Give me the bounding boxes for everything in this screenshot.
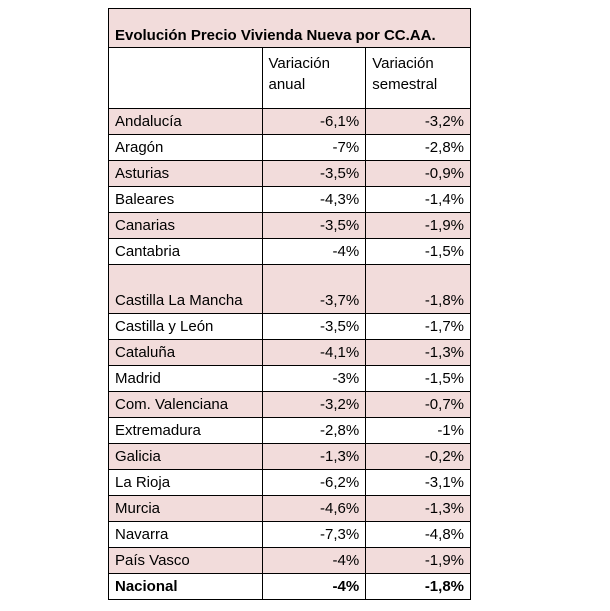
region-cell: Baleares xyxy=(108,186,263,213)
anual-cell: -6,1% xyxy=(261,108,367,135)
table-row: Cantabria -4% -1,5% xyxy=(108,238,471,265)
region-cell: Asturias xyxy=(108,160,263,187)
semestral-cell: -3,2% xyxy=(365,108,471,135)
region-cell: La Rioja xyxy=(108,469,263,496)
region-cell: Andalucía xyxy=(108,108,263,135)
region-cell: Galicia xyxy=(108,443,263,470)
anual-cell: -3,7% xyxy=(261,264,367,314)
table-row: Andalucía -6,1% -3,2% xyxy=(108,108,471,135)
anual-cell: -4,1% xyxy=(261,339,367,366)
region-cell: País Vasco xyxy=(108,547,263,574)
region-cell: Cantabria xyxy=(108,238,263,265)
table-row: Baleares -4,3% -1,4% xyxy=(108,186,471,213)
semestral-cell: -0,7% xyxy=(365,391,471,418)
table-row: Madrid -3% -1,5% xyxy=(108,365,471,392)
table-row: Castilla y León -3,5% -1,7% xyxy=(108,313,471,340)
semestral-cell: -1,3% xyxy=(365,339,471,366)
semestral-cell: -1,4% xyxy=(365,186,471,213)
table-row: Canarias -3,5% -1,9% xyxy=(108,212,471,239)
semestral-cell: -3,1% xyxy=(365,469,471,496)
anual-cell: -4% xyxy=(261,547,367,574)
anual-cell: -3% xyxy=(261,365,367,392)
anual-cell: -4,6% xyxy=(261,495,367,522)
anual-cell: -3,2% xyxy=(261,391,367,418)
anual-cell: -4,3% xyxy=(261,186,367,213)
table-row: Castilla La Mancha -3,7% -1,8% xyxy=(108,264,471,314)
header-region xyxy=(108,47,263,109)
table-row: País Vasco -4% -1,9% xyxy=(108,547,471,574)
table-row: Navarra -7,3% -4,8% xyxy=(108,521,471,548)
region-cell: Com. Valenciana xyxy=(108,391,263,418)
region-cell: Extremadura xyxy=(108,417,263,444)
anual-cell: -6,2% xyxy=(261,469,367,496)
anual-cell: -7% xyxy=(261,134,367,161)
semestral-cell: -1,8% xyxy=(365,264,471,314)
region-cell: Cataluña xyxy=(108,339,263,366)
anual-cell: -4% xyxy=(261,238,367,265)
table-row: Com. Valenciana -3,2% -0,7% xyxy=(108,391,471,418)
region-cell: Madrid xyxy=(108,365,263,392)
semestral-cell: -2,8% xyxy=(365,134,471,161)
anual-cell: -3,5% xyxy=(261,313,367,340)
semestral-cell: -0,2% xyxy=(365,443,471,470)
region-cell: Navarra xyxy=(108,521,263,548)
semestral-cell: -1,5% xyxy=(365,365,471,392)
region-cell: Nacional xyxy=(108,573,263,600)
semestral-cell: -0,9% xyxy=(365,160,471,187)
anual-cell: -3,5% xyxy=(261,212,367,239)
anual-cell: -3,5% xyxy=(261,160,367,187)
price-evolution-table: Evolución Precio Vivienda Nueva por CC.A… xyxy=(108,8,471,600)
semestral-cell: -1,7% xyxy=(365,313,471,340)
table-row: La Rioja -6,2% -3,1% xyxy=(108,469,471,496)
region-cell: Canarias xyxy=(108,212,263,239)
semestral-cell: -1,3% xyxy=(365,495,471,522)
header-row: Variación anual Variación semestral xyxy=(108,47,471,109)
table-row: Aragón -7% -2,8% xyxy=(108,134,471,161)
table-title: Evolución Precio Vivienda Nueva por CC.A… xyxy=(108,8,471,48)
table-row: Cataluña -4,1% -1,3% xyxy=(108,339,471,366)
semestral-cell: -1,9% xyxy=(365,212,471,239)
title-row: Evolución Precio Vivienda Nueva por CC.A… xyxy=(108,8,471,48)
total-row: Nacional -4% -1,8% xyxy=(108,573,471,600)
table-row: Extremadura -2,8% -1% xyxy=(108,417,471,444)
semestral-cell: -4,8% xyxy=(365,521,471,548)
semestral-cell: -1,8% xyxy=(365,573,471,600)
semestral-cell: -1,5% xyxy=(365,238,471,265)
region-cell: Aragón xyxy=(108,134,263,161)
semestral-cell: -1,9% xyxy=(365,547,471,574)
region-cell: Murcia xyxy=(108,495,263,522)
region-cell: Castilla y León xyxy=(108,313,263,340)
region-cell: Castilla La Mancha xyxy=(108,264,263,314)
anual-cell: -2,8% xyxy=(261,417,367,444)
anual-cell: -1,3% xyxy=(261,443,367,470)
anual-cell: -7,3% xyxy=(261,521,367,548)
header-anual: Variación anual xyxy=(261,47,367,109)
anual-cell: -4% xyxy=(261,573,367,600)
header-semestral: Variación semestral xyxy=(365,47,471,109)
table-row: Asturias -3,5% -0,9% xyxy=(108,160,471,187)
table-row: Murcia -4,6% -1,3% xyxy=(108,495,471,522)
semestral-cell: -1% xyxy=(365,417,471,444)
table-row: Galicia -1,3% -0,2% xyxy=(108,443,471,470)
